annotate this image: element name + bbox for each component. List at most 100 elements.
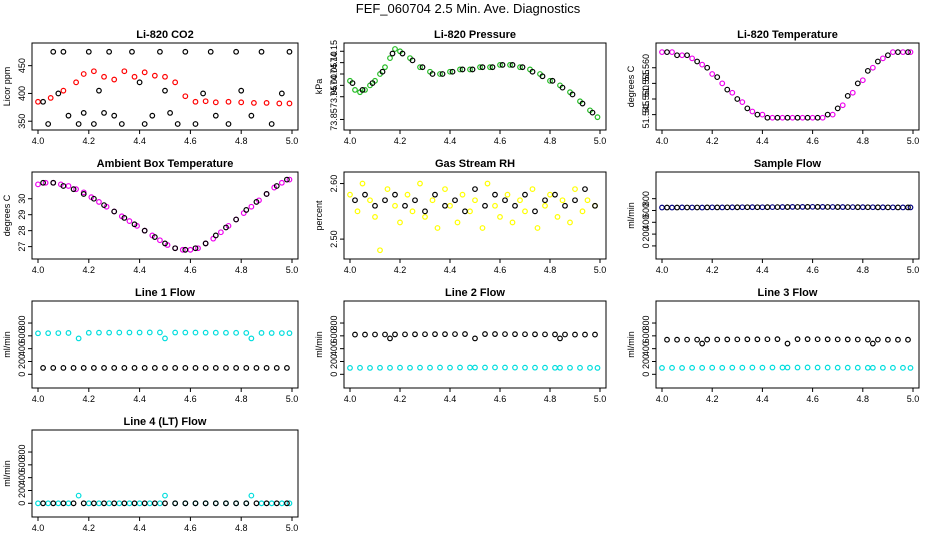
x-tick-label: 4.4 — [133, 136, 146, 146]
chart-title: Line 1 Flow — [135, 287, 195, 299]
data-point-sample — [759, 364, 766, 371]
data-point-hourly — [167, 109, 173, 116]
x-tick-label: 4.8 — [235, 136, 248, 146]
data-point-sample — [864, 364, 871, 371]
data-point-hourly — [389, 50, 396, 57]
data-point-line — [131, 364, 138, 371]
data-point-2-5-min — [217, 229, 224, 236]
data-point-sample — [192, 329, 199, 336]
data-point-line — [162, 500, 168, 507]
data-point-sample — [96, 329, 102, 336]
data-point-sample — [447, 364, 453, 371]
data-point-line — [212, 364, 219, 371]
data-point-2-5-min — [65, 183, 72, 189]
data-point-line — [362, 331, 368, 338]
data-point-hourly — [118, 121, 125, 127]
data-point-2-5-min — [749, 108, 756, 115]
chart-title: Gas Stream RH — [435, 158, 515, 170]
data-point-2-5-min — [278, 179, 285, 186]
data-point-sample — [492, 364, 498, 371]
data-point-line — [60, 500, 67, 507]
data-point-2-5-min — [47, 94, 54, 101]
data-point-hourly — [162, 240, 168, 247]
data-point-sample — [769, 364, 776, 371]
data-point-hourly — [111, 112, 118, 119]
y-tick-label: 51.550 — [641, 85, 651, 113]
data-point-sample — [729, 364, 736, 371]
x-tick-label: 4.0 — [344, 394, 357, 404]
data-point-sample — [709, 364, 716, 371]
data-point-2-5-min — [547, 191, 553, 198]
data-point-2-5-min — [689, 204, 696, 211]
data-point-2-5-min — [739, 204, 746, 211]
data-point-hourly — [141, 121, 148, 127]
data-point-sample — [55, 330, 62, 336]
data-point-line — [694, 336, 701, 343]
x-tick-label: 5.0 — [594, 136, 607, 146]
data-point-hourly — [684, 204, 690, 211]
data-point-line — [699, 340, 706, 347]
data-point-hourly — [60, 183, 67, 189]
data-point-hourly — [268, 121, 275, 127]
data-point-sample — [844, 364, 851, 371]
data-point-2-5-min — [719, 80, 726, 87]
data-point-sample — [679, 364, 685, 371]
data-point-hourly — [684, 52, 690, 59]
x-tick-label: 4.0 — [32, 136, 45, 146]
data-point-hourly — [905, 49, 911, 56]
data-point-hourly — [674, 204, 680, 211]
data-point-line — [387, 335, 393, 342]
data-point-line — [90, 364, 97, 371]
data-point-hourly — [814, 204, 821, 210]
data-point-2-5-min — [60, 87, 67, 94]
x-tick-label: 4.4 — [133, 523, 146, 533]
x-tick-label: 4.8 — [235, 394, 248, 404]
data-point-hourly — [764, 114, 771, 121]
data-point-sample — [907, 364, 914, 371]
data-point-hourly — [223, 224, 229, 231]
data-point-hourly — [372, 202, 378, 209]
data-point-2-5-min — [789, 114, 796, 121]
data-point-hourly — [589, 109, 596, 116]
data-point-hourly — [452, 197, 458, 204]
data-point-line — [714, 336, 721, 343]
chart-title: Line 2 Flow — [445, 287, 505, 299]
data-point-hourly — [149, 112, 156, 119]
y-axis-label: percent — [314, 200, 324, 231]
data-point-sample — [407, 364, 413, 371]
data-point-hourly — [80, 191, 87, 197]
data-point-line — [243, 364, 250, 371]
data-point-hourly — [182, 246, 189, 253]
data-point-hourly — [694, 204, 701, 211]
data-point-hourly — [419, 64, 426, 71]
x-tick-label: 4.2 — [83, 394, 96, 404]
data-point-hourly — [369, 80, 376, 86]
data-point-2-5-min — [507, 62, 513, 68]
data-point-line — [864, 336, 871, 343]
data-point-2-5-min — [522, 208, 528, 215]
data-point-hourly — [724, 86, 731, 93]
plot-frame — [31, 42, 299, 131]
x-tick-label: 4.2 — [394, 265, 407, 275]
data-point-hourly — [101, 202, 107, 209]
data-point-line — [50, 500, 57, 507]
data-point-hourly — [874, 204, 881, 211]
data-point-2-5-min — [900, 204, 906, 211]
data-point-hourly — [529, 68, 536, 75]
data-point-2-5-min — [382, 64, 388, 71]
data-point-2-5-min — [534, 225, 541, 231]
data-point-hourly — [75, 121, 82, 127]
data-point-2-5-min — [497, 62, 503, 68]
data-point-sample — [172, 329, 179, 336]
data-point-sample — [126, 329, 133, 336]
chart-panel-2: Li-820 Pressure kPa 4.0 4.2 4.4 4.6 4.8 5.0 73.8… — [314, 29, 607, 146]
data-point-line — [192, 364, 199, 371]
data-point-line — [557, 335, 563, 342]
data-point-2-5-min — [669, 204, 675, 211]
data-point-hourly — [885, 52, 891, 59]
data-point-hourly — [106, 48, 113, 55]
x-tick-label: 4.4 — [444, 265, 457, 275]
data-point-sample — [35, 330, 41, 337]
data-point-2-5-min — [890, 49, 896, 56]
